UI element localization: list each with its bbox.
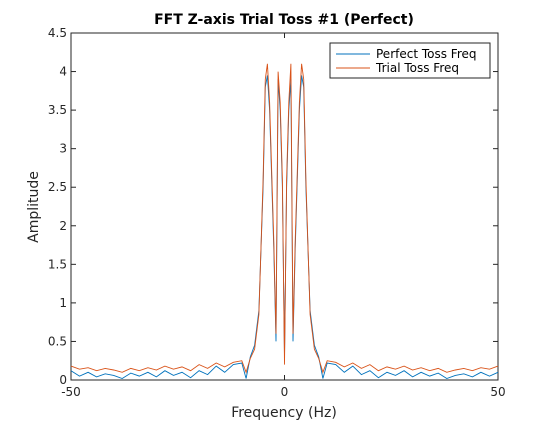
- series-line-2: [70, 63, 499, 374]
- legend-box: [329, 42, 491, 79]
- y-tick-label: 4: [59, 65, 67, 79]
- x-axis-label: Frequency (Hz): [231, 405, 337, 421]
- y-tick-label: 0.5: [48, 334, 67, 348]
- legend-entry-2: Trial Toss Freq: [375, 61, 459, 75]
- x-tick-label: 0: [281, 385, 289, 399]
- y-tick-label: 3.5: [48, 103, 67, 117]
- y-tick-label: 0: [59, 373, 67, 387]
- y-tick-label: 2: [59, 219, 67, 233]
- y-tick-label: 1.5: [48, 257, 67, 271]
- x-tick-label: -50: [61, 385, 81, 399]
- chart-title: FFT Z-axis Trial Toss #1 (Perfect): [154, 12, 414, 28]
- legend-entry-1: Perfect Toss Freq: [376, 47, 477, 61]
- x-tick-label: 50: [490, 385, 505, 399]
- y-axis-label: Amplitude: [26, 171, 42, 243]
- y-tick-label: 3: [59, 142, 67, 156]
- y-tick-label: 1: [59, 296, 67, 310]
- y-tick-label: 2.5: [48, 180, 67, 194]
- y-tick-label: 4.5: [48, 26, 67, 40]
